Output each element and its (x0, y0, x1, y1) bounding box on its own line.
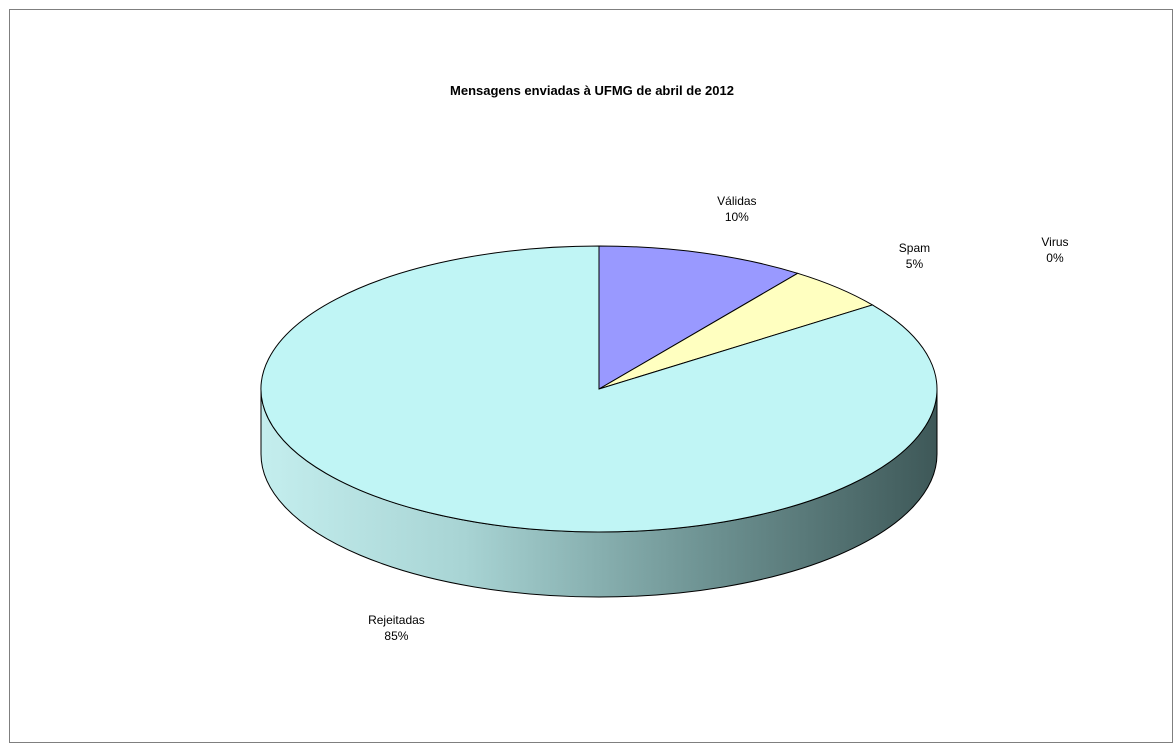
data-label-spam: Spam 5% (899, 240, 930, 272)
chart-area: Mensagens enviadas à UFMG de abril de 20… (9, 9, 1173, 743)
data-label-virus: Virus 0% (1041, 234, 1068, 266)
data-label-rejeitadas: Rejeitadas 85% (368, 612, 425, 644)
data-label-name: Virus (1041, 235, 1069, 250)
data-label-percent: 5% (905, 256, 924, 271)
data-label-validas: Válidas 10% (717, 193, 756, 225)
chart-title: Mensagens enviadas à UFMG de abril de 20… (450, 83, 734, 98)
data-label-percent: 85% (384, 629, 409, 644)
data-label-name: Spam (898, 240, 931, 255)
data-label-percent: 0% (1046, 251, 1064, 266)
data-label-percent: 10% (724, 210, 749, 225)
data-label-name: Válidas (717, 194, 757, 209)
pie-slice-validas (598, 245, 799, 390)
data-label-name: Rejeitadas (368, 613, 425, 628)
pie-slice-rejeitadas (260, 245, 938, 533)
pie-chart (260, 245, 938, 598)
